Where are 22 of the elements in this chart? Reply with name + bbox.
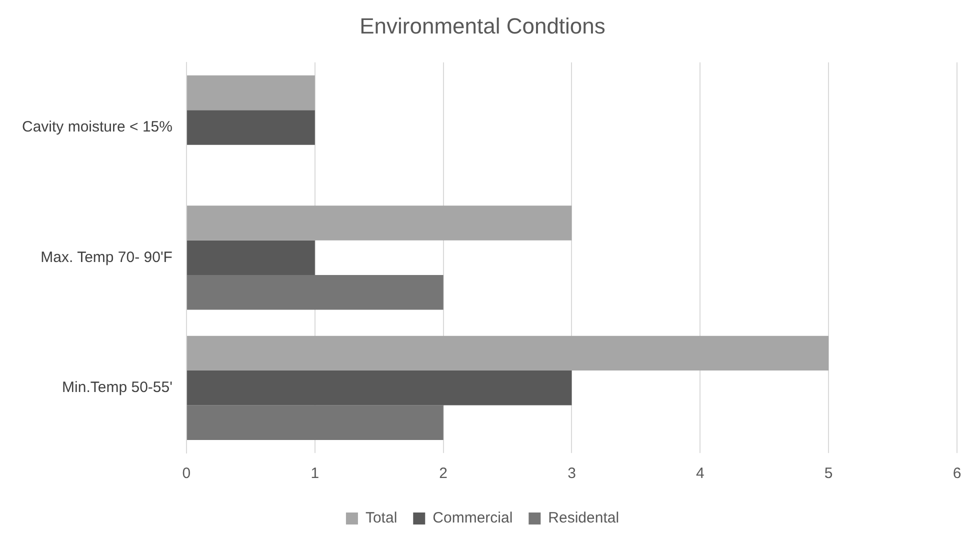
bar: [186, 275, 444, 310]
bar: [186, 336, 829, 371]
x-tick-label: 1: [310, 465, 320, 482]
bar: [186, 370, 572, 406]
legend-label: Commercial: [432, 510, 513, 527]
x-tick-label: 2: [439, 465, 448, 482]
bar: [186, 240, 315, 276]
y-tick-label: Max. Temp 70- 90'F: [40, 248, 172, 266]
y-tick-label: Cavity moisture < 15%: [22, 118, 172, 136]
x-tick-label: 0: [182, 465, 191, 482]
bar: [186, 206, 572, 240]
x-tick-label: 6: [952, 465, 962, 482]
x-tick-label: 4: [696, 465, 704, 482]
chart-title: Environmental Condtions: [360, 13, 606, 38]
legend-label: Total: [365, 510, 398, 527]
x-tick-label: 3: [568, 465, 576, 482]
legend-label: Residental: [548, 510, 620, 527]
bar: [186, 110, 315, 145]
x-tick-label: 5: [824, 465, 833, 482]
bar: [186, 405, 444, 440]
y-tick-label: Min.Temp 50-55': [62, 379, 173, 396]
bar: [186, 75, 315, 110]
